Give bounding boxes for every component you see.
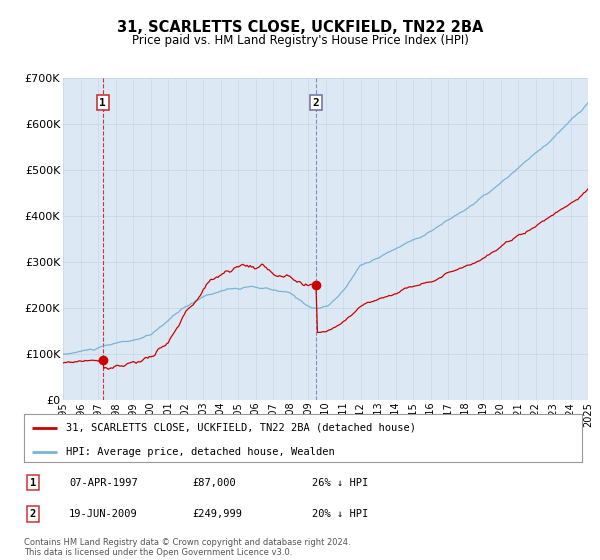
Text: 31, SCARLETTS CLOSE, UCKFIELD, TN22 2BA: 31, SCARLETTS CLOSE, UCKFIELD, TN22 2BA [117,20,483,35]
Text: Contains HM Land Registry data © Crown copyright and database right 2024.
This d: Contains HM Land Registry data © Crown c… [24,538,350,557]
Text: 07-APR-1997: 07-APR-1997 [69,478,138,488]
Text: £249,999: £249,999 [192,509,242,519]
Text: 1: 1 [30,478,36,488]
Text: 1: 1 [100,97,106,108]
Text: 20% ↓ HPI: 20% ↓ HPI [312,509,368,519]
Text: 26% ↓ HPI: 26% ↓ HPI [312,478,368,488]
Text: Price paid vs. HM Land Registry's House Price Index (HPI): Price paid vs. HM Land Registry's House … [131,34,469,46]
Text: 19-JUN-2009: 19-JUN-2009 [69,509,138,519]
Text: 2: 2 [30,509,36,519]
Text: HPI: Average price, detached house, Wealden: HPI: Average price, detached house, Weal… [66,446,335,456]
Text: 2: 2 [313,97,320,108]
Text: £87,000: £87,000 [192,478,236,488]
Text: 31, SCARLETTS CLOSE, UCKFIELD, TN22 2BA (detached house): 31, SCARLETTS CLOSE, UCKFIELD, TN22 2BA … [66,423,416,433]
